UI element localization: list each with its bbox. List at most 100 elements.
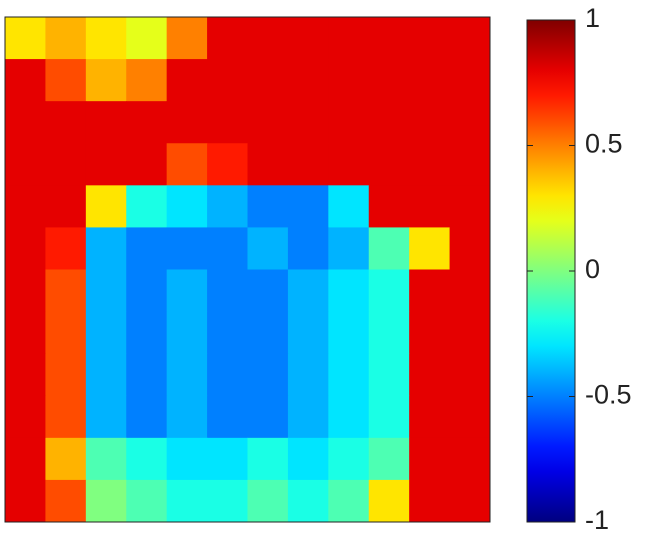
heatmap-cell [207, 59, 248, 102]
heatmap-cell [328, 143, 369, 186]
heatmap-cell [5, 185, 46, 228]
heatmap-cell [45, 438, 86, 481]
heatmap-cell [207, 354, 248, 397]
heatmap-cell [328, 438, 369, 481]
heatmap-cell [450, 438, 491, 481]
heatmap-cell [369, 17, 410, 60]
heatmap-cell [409, 59, 450, 102]
heatmap-cell [167, 143, 208, 186]
heatmap-cell [288, 354, 329, 397]
heatmap-cell [207, 185, 248, 228]
heatmap-cell [86, 438, 127, 481]
heatmap-cell [126, 101, 167, 144]
colorbar-tick-label: -1 [585, 505, 609, 535]
heatmap-cell [207, 396, 248, 439]
heatmap-cell [409, 185, 450, 228]
heatmap-cell [45, 270, 86, 313]
heatmap-cell [207, 312, 248, 355]
heatmap-cell [86, 396, 127, 439]
heatmap-cell [288, 101, 329, 144]
heatmap-cell [450, 59, 491, 102]
heatmap-cell [5, 438, 46, 481]
heatmap-cell [5, 312, 46, 355]
heatmap-cell [86, 143, 127, 186]
heatmap-cell [328, 17, 369, 60]
colorbar-tick-label: -0.5 [585, 380, 632, 410]
heatmap-cell [126, 396, 167, 439]
colorbar-tick-label: 0.5 [585, 129, 623, 159]
heatmap-cell [86, 354, 127, 397]
heatmap-cell [207, 17, 248, 60]
heatmap-cell [248, 59, 289, 102]
heatmap-cell [45, 59, 86, 102]
heatmap-cell [369, 270, 410, 313]
heatmap-cell [45, 480, 86, 523]
heatmap-cell [126, 59, 167, 102]
heatmap-cell [450, 227, 491, 270]
heatmap-cell [328, 354, 369, 397]
heatmap-cell [328, 480, 369, 523]
heatmap-cell [126, 185, 167, 228]
heatmap-cell [248, 354, 289, 397]
heatmap-cell [288, 227, 329, 270]
heatmap-cell [450, 396, 491, 439]
heatmap-cell [5, 59, 46, 102]
heatmap-cell [86, 101, 127, 144]
heatmap-cell [45, 396, 86, 439]
heatmap-cell [5, 143, 46, 186]
heatmap-cell [248, 227, 289, 270]
heatmap-cell [5, 227, 46, 270]
heatmap-cell [450, 17, 491, 60]
heatmap-cell [450, 312, 491, 355]
heatmap-cell [126, 227, 167, 270]
heatmap-cell [288, 143, 329, 186]
heatmap-cell [328, 312, 369, 355]
heatmap-cell [126, 270, 167, 313]
heatmap-cell [248, 270, 289, 313]
heatmap-cell [45, 17, 86, 60]
heatmap-cell [86, 59, 127, 102]
heatmap-cell [167, 270, 208, 313]
heatmap-cell [86, 480, 127, 523]
heatmap-cell [167, 185, 208, 228]
heatmap-cell [248, 396, 289, 439]
heatmap-cell [248, 438, 289, 481]
heatmap-cell [126, 354, 167, 397]
heatmap-cell [288, 312, 329, 355]
heatmap-cell [5, 480, 46, 523]
heatmap-cell [369, 438, 410, 481]
heatmap-cell [126, 438, 167, 481]
colorbar-tick-label: 0 [585, 254, 600, 284]
heatmap-cell [207, 270, 248, 313]
heatmap-cell [369, 101, 410, 144]
heatmap-cell [409, 312, 450, 355]
heatmap-cell [328, 185, 369, 228]
heatmap-cell [167, 17, 208, 60]
heatmap-cell [167, 480, 208, 523]
heatmap-cell [126, 312, 167, 355]
heatmap-cell [409, 396, 450, 439]
heatmap-cell [450, 270, 491, 313]
colorbar [527, 20, 575, 522]
heatmap-cell [86, 185, 127, 228]
heatmap-cell [45, 101, 86, 144]
heatmap-cell [450, 101, 491, 144]
heatmap-cell [86, 17, 127, 60]
heatmap [5, 17, 491, 523]
heatmap-cell [409, 354, 450, 397]
heatmap-cell [167, 59, 208, 102]
heatmap-cell [167, 312, 208, 355]
heatmap-cell [126, 17, 167, 60]
heatmap-cell [369, 354, 410, 397]
heatmap-cell [248, 185, 289, 228]
heatmap-cell [86, 227, 127, 270]
heatmap-cell [369, 227, 410, 270]
heatmap-cell [328, 59, 369, 102]
heatmap-cell [5, 354, 46, 397]
heatmap-cell [409, 143, 450, 186]
heatmap-cell [369, 480, 410, 523]
heatmap-cell [450, 354, 491, 397]
heatmap-cell [328, 227, 369, 270]
heatmap-cell [248, 17, 289, 60]
heatmap-cell [450, 480, 491, 523]
